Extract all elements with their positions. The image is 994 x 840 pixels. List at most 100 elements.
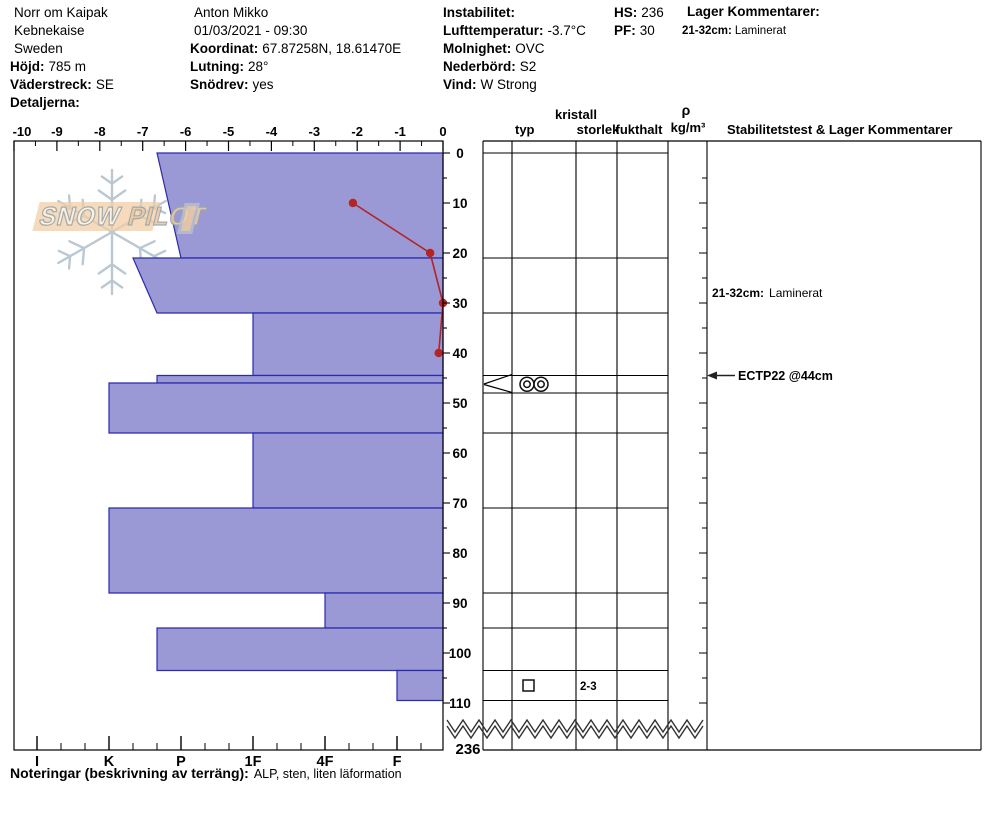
header-middle-line-4: Snödrev: yes	[190, 76, 274, 93]
header-field-value: Norr om Kaipak	[14, 5, 108, 20]
temperature-point-3	[434, 348, 443, 358]
depth-label: 20	[452, 246, 467, 261]
header-left-line-1: Kebnekaise	[10, 22, 85, 39]
header-right-line-3: Nederbörd: S2	[443, 58, 536, 75]
header-field-value: yes	[252, 77, 274, 92]
hardness-axis-label: F	[393, 754, 402, 770]
ect-wedge-upper	[483, 373, 513, 385]
depth-label: 90	[452, 596, 467, 611]
terrain-notes: Noteringar (beskrivning av terräng): ALP,…	[10, 765, 402, 783]
col-header-stability: Stabilitetstest & Lager Kommentarer	[727, 122, 952, 137]
depth-break-zigzag-0	[446, 718, 704, 734]
header-middle-line-1: 01/03/2021 - 09:30	[190, 22, 307, 39]
snow-layer-bar-6	[108, 507, 444, 594]
snow-layer-bar-9	[396, 669, 444, 702]
header-left-line-2: Sweden	[10, 40, 63, 57]
header-left-line-3: Höjd: 785 m	[10, 58, 86, 75]
grain-facet-square	[522, 679, 535, 692]
logo-text-snow: SNOW	[36, 200, 125, 231]
temp-axis-label: -2	[351, 124, 363, 139]
header-middle-line-3: Lutning: 28°	[190, 58, 268, 75]
header-field-label: Väderstreck:	[10, 77, 92, 92]
snow-layer-bar-4	[108, 382, 444, 434]
temp-axis-label: -6	[180, 124, 192, 139]
depth-label: 10	[452, 196, 467, 211]
depth-label: 80	[452, 546, 467, 561]
depth-label: 0	[456, 146, 464, 161]
temp-axis-label: -4	[266, 124, 278, 139]
header-right-line-1: Lufttemperatur: -3.7°C	[443, 22, 586, 39]
header-field-label: Detaljerna:	[10, 95, 80, 110]
snow-layer-bar-3	[156, 374, 444, 384]
lager-entry-text: Laminerat	[734, 25, 787, 37]
notes-value: ALP, sten, liten läformation	[253, 767, 402, 781]
header-field-label: Nederbörd:	[443, 59, 516, 74]
temperature-point-1	[425, 248, 435, 258]
header-field-label: Snödrev:	[190, 77, 249, 92]
header-field-value: 785 m	[48, 59, 87, 74]
header-field-label: HS:	[614, 5, 638, 20]
ect-arrow-head-icon	[707, 371, 717, 380]
grain-mf-outer-circle-0	[519, 376, 535, 392]
header-field-value: Kebnekaise	[14, 23, 85, 38]
header-field-value: 67.87258N, 18.61470E	[262, 41, 402, 56]
depth-label: 40	[452, 346, 467, 361]
temp-axis-label: -7	[137, 124, 149, 139]
header-field-label: Instabilitet:	[443, 5, 516, 20]
temp-axis-label: 0	[439, 124, 446, 139]
depth-label: 30	[452, 296, 467, 311]
header-field-value: 236	[641, 5, 664, 20]
header-field-value: 30	[639, 23, 655, 38]
lager-kommentarer-entry: 21-32cm: Laminerat	[682, 25, 786, 37]
header-field-label: Vind:	[443, 77, 477, 92]
temp-axis-label: -3	[309, 124, 321, 139]
ect-wedge-lower	[483, 383, 513, 394]
snow-layer-bar-2	[252, 312, 444, 377]
grain-mf-inner-circle-1	[537, 380, 545, 389]
header-field-value: 01/03/2021 - 09:30	[194, 23, 308, 38]
header-field-value: SE	[95, 77, 114, 92]
temp-axis-label: -9	[51, 124, 63, 139]
header-field-label: Höjd:	[10, 59, 45, 74]
grain-mf-outer-circle-1	[533, 376, 549, 392]
header-field-value: Anton Mikko	[194, 5, 269, 20]
hardness-axis-label: I	[35, 754, 39, 770]
lager-entry-range: 21-32cm:	[682, 25, 732, 37]
header-right-line-4: Vind: W Strong	[443, 76, 537, 93]
grain-size-label: 2-3	[580, 681, 597, 693]
col-header-rho: ρ	[682, 102, 691, 118]
layer-comment-annotation: 21-32cm: Laminerat	[712, 286, 823, 300]
col-header-rho-unit: kg/m³	[671, 120, 706, 135]
depth-label: 70	[452, 496, 467, 511]
header-left-line-0: Norr om Kaipak	[10, 4, 108, 21]
header-field-label: Lutning:	[190, 59, 244, 74]
col-header-fukthalt: fukthalt	[616, 122, 664, 137]
depth-label: 50	[452, 396, 467, 411]
temp-axis-label: -10	[13, 124, 32, 139]
temp-axis-label: -5	[223, 124, 235, 139]
header-field-label: Molnighet:	[443, 41, 512, 56]
hardness-axis-label: 1F	[245, 754, 262, 770]
header-field-label: PF:	[614, 23, 636, 38]
grain-mf-inner-circle-0	[523, 380, 531, 389]
depth-label: 110	[449, 696, 471, 711]
snow-layer-bar-5	[252, 432, 444, 509]
snow-layer-bar-7	[324, 592, 444, 629]
header-field-value: Sweden	[14, 41, 63, 56]
header-hs_pf-line-0: HS: 236	[614, 4, 664, 21]
ect-result-label: ECTP22 @44cm	[738, 369, 833, 383]
header-middle-line-2: Koordinat: 67.87258N, 18.61470E	[190, 40, 401, 57]
header-field-value: 28°	[247, 59, 269, 74]
temperature-line	[352, 202, 444, 354]
header-left-line-4: Väderstreck: SE	[10, 76, 114, 93]
depth-label: 100	[449, 646, 472, 661]
header-field-label: Lufttemperatur:	[443, 23, 544, 38]
col-header-typ: typ	[515, 122, 535, 137]
header-field-value: W Strong	[480, 77, 537, 92]
hardness-axis-label: 4F	[317, 754, 334, 770]
col-header-kristall: kristall	[555, 107, 597, 122]
notes-label: Noteringar (beskrivning av terräng):	[10, 765, 249, 781]
snow-layer-bar-1	[132, 257, 444, 314]
